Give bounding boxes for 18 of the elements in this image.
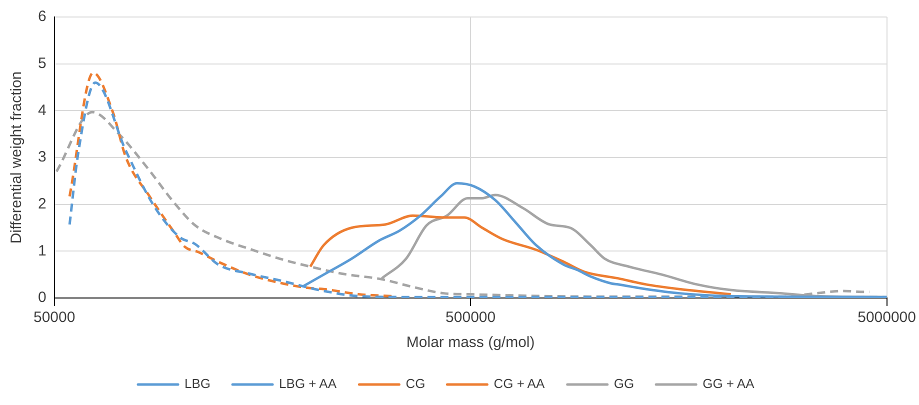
x-tick-label: 50000 bbox=[33, 309, 76, 326]
x-axis-title: Molar mass (g/mol) bbox=[406, 334, 535, 352]
legend-label: CG bbox=[406, 376, 426, 392]
x-tick-label: 5000000 bbox=[858, 309, 916, 326]
legend-label: GG + AA bbox=[702, 376, 755, 392]
y-tick-label: 5 bbox=[38, 54, 46, 72]
legend-label: GG bbox=[614, 376, 634, 392]
y-tick-label: 4 bbox=[38, 102, 46, 119]
y-axis-title: Differential weight fraction bbox=[8, 71, 26, 244]
legend-label: CG + AA bbox=[494, 376, 545, 392]
y-tick-label: 0 bbox=[38, 289, 46, 306]
legend-label: LBG + AA bbox=[279, 376, 337, 392]
y-tick-label: 6 bbox=[38, 8, 46, 26]
legend-label: LBG bbox=[184, 376, 211, 392]
y-tick-label: 3 bbox=[38, 148, 46, 166]
y-tick-label: 1 bbox=[38, 242, 46, 260]
x-tick-label: 500000 bbox=[446, 309, 496, 326]
y-tick-label: 2 bbox=[38, 195, 46, 212]
